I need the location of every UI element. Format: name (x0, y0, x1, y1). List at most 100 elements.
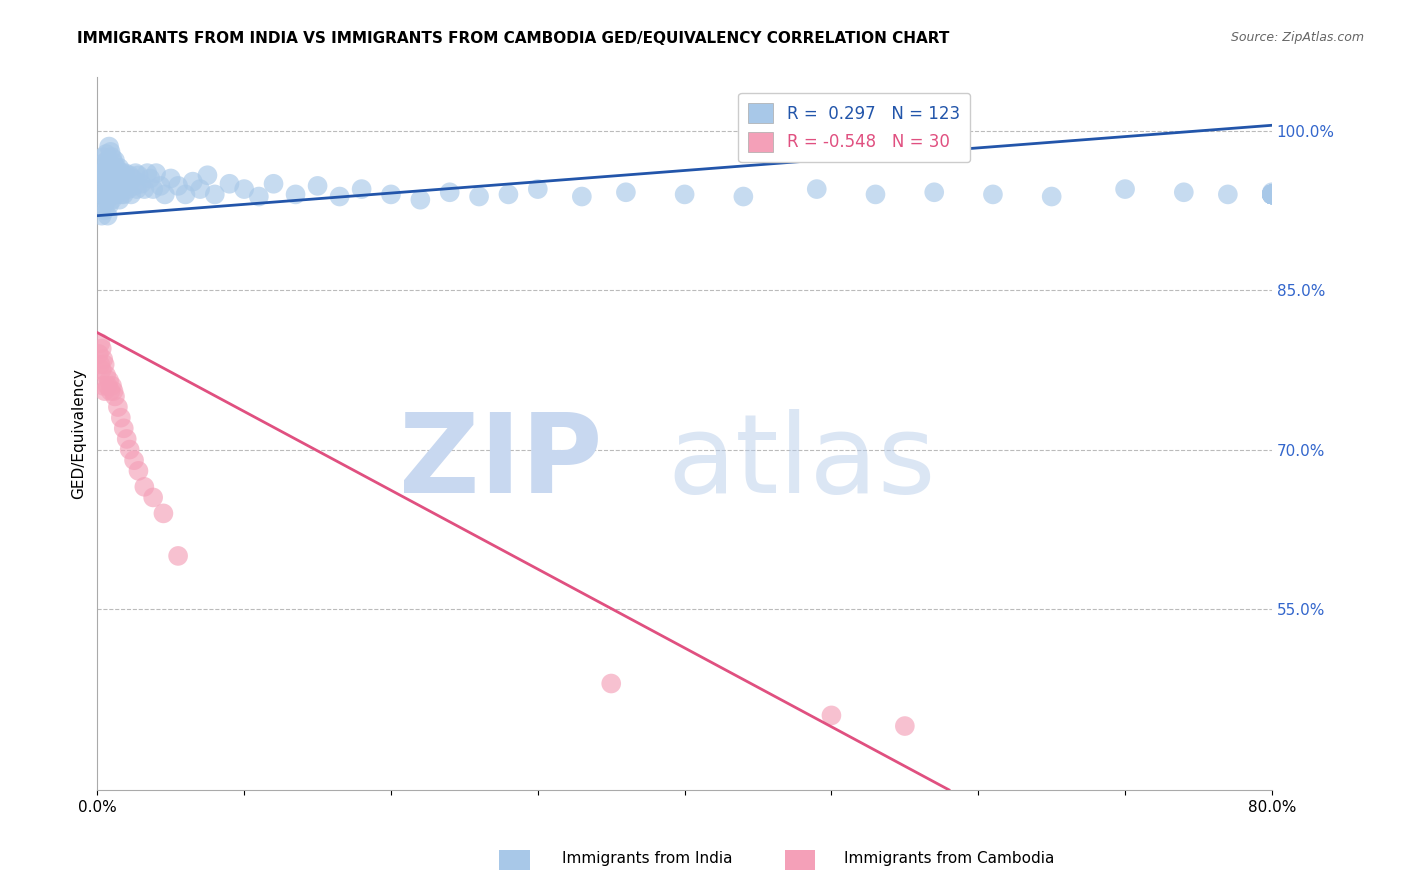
Point (97, 209, 120, 223)
Point (1261, 187, 1284, 202)
Point (100, 158, 122, 172)
Point (100, 145, 122, 159)
Text: Immigrants from Cambodia: Immigrants from Cambodia (844, 851, 1054, 865)
Point (159, 171, 181, 186)
Point (93, 155, 115, 169)
Point (247, 189, 270, 203)
Point (104, 168, 127, 182)
Point (96, 164, 118, 178)
Point (1114, 182, 1136, 196)
Point (614, 186, 637, 200)
Point (1261, 187, 1284, 202)
Point (1261, 187, 1284, 202)
Point (1216, 187, 1239, 202)
Point (100, 171, 122, 186)
Point (1261, 187, 1284, 202)
Point (112, 421, 135, 435)
Point (108, 177, 131, 191)
Point (98, 168, 121, 182)
Point (125, 182, 148, 196)
Point (103, 384, 125, 398)
Text: ZIP: ZIP (399, 409, 602, 516)
Point (101, 379, 124, 393)
Point (105, 175, 128, 189)
Point (527, 182, 550, 196)
Point (145, 166, 167, 180)
Point (93, 358, 115, 372)
Point (98, 182, 121, 196)
Point (197, 168, 219, 182)
Point (571, 189, 593, 203)
Point (103, 155, 125, 169)
Point (97, 193, 120, 207)
Point (1261, 187, 1284, 202)
Point (1261, 186, 1284, 200)
Point (1261, 187, 1284, 202)
Point (1261, 187, 1284, 202)
Point (96, 177, 118, 191)
Point (120, 187, 142, 202)
Point (101, 166, 124, 180)
Point (181, 175, 204, 189)
Point (307, 178, 329, 193)
Point (409, 193, 432, 207)
Point (101, 178, 124, 193)
Point (139, 171, 162, 186)
Point (93, 203, 115, 218)
Text: Immigrants from India: Immigrants from India (562, 851, 733, 865)
Y-axis label: GED/Equivalency: GED/Equivalency (72, 368, 86, 500)
Point (1261, 187, 1284, 202)
Point (115, 177, 138, 191)
Text: Source: ZipAtlas.com: Source: ZipAtlas.com (1230, 31, 1364, 45)
Point (91, 150, 114, 164)
Point (111, 166, 134, 180)
Point (114, 166, 136, 180)
Point (124, 166, 146, 180)
Point (104, 182, 127, 196)
Point (134, 182, 156, 196)
Point (600, 676, 623, 690)
Point (96, 193, 118, 207)
Point (112, 187, 135, 202)
Point (439, 186, 461, 200)
Point (110, 171, 132, 186)
Point (673, 187, 696, 202)
Point (108, 193, 131, 207)
Point (96, 368, 118, 383)
Point (97, 177, 120, 191)
Point (100, 187, 122, 202)
Point (1261, 187, 1284, 202)
Point (131, 177, 153, 191)
Point (1261, 187, 1284, 202)
Point (98, 139, 121, 153)
Point (1261, 187, 1284, 202)
Point (136, 166, 159, 180)
Point (118, 442, 141, 457)
Text: IMMIGRANTS FROM INDIA VS IMMIGRANTS FROM CAMBODIA GED/EQUIVALENCY CORRELATION CH: IMMIGRANTS FROM INDIA VS IMMIGRANTS FROM… (77, 31, 949, 46)
Point (1040, 189, 1063, 203)
Point (111, 182, 134, 196)
Point (89, 336, 111, 351)
Point (91, 379, 114, 393)
Point (188, 182, 211, 196)
Point (87, 347, 110, 361)
Point (93, 187, 115, 202)
Point (153, 187, 176, 202)
Point (380, 187, 402, 202)
Point (117, 182, 139, 196)
Point (97, 166, 120, 180)
Point (1173, 186, 1195, 200)
Point (90, 209, 112, 223)
Point (108, 161, 131, 175)
Text: atlas: atlas (668, 409, 936, 516)
Point (90, 363, 112, 377)
Point (107, 166, 129, 180)
Point (820, 708, 842, 723)
Point (167, 178, 190, 193)
Point (329, 189, 352, 203)
Point (96, 147, 118, 161)
Point (167, 549, 190, 563)
Point (107, 182, 129, 196)
Point (89, 166, 111, 180)
Point (91, 198, 114, 212)
